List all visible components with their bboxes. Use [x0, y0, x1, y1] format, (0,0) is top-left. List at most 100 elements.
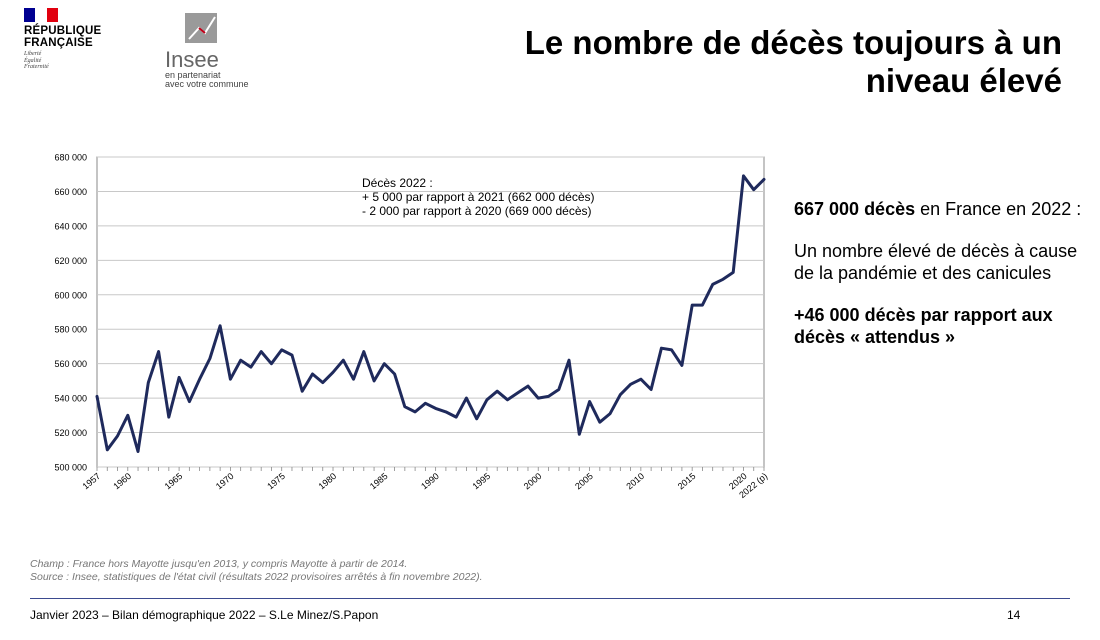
insee-subtitle: en partenariat avec votre commune	[165, 70, 249, 89]
data-point	[311, 372, 314, 376]
data-point	[732, 271, 735, 274]
y-tick-label: 640 000	[54, 221, 87, 231]
data-point	[290, 353, 294, 357]
x-tick-label: 1995	[470, 471, 492, 492]
y-tick-label: 560 000	[54, 359, 87, 369]
data-point	[454, 415, 458, 419]
data-point	[270, 362, 273, 365]
footer-divider	[30, 598, 1070, 599]
x-tick-label: 2005	[573, 471, 595, 492]
insee-logo: Insee en partenariat avec votre commune	[165, 12, 285, 89]
data-point	[516, 391, 519, 395]
data-point	[147, 381, 150, 384]
data-point	[116, 434, 119, 438]
source-note: Source : Insee, statistiques de l'état c…	[30, 571, 483, 583]
data-point	[629, 383, 632, 386]
footer-credits: Janvier 2023 – Bilan démographique 2022 …	[30, 608, 379, 622]
data-point	[578, 433, 581, 436]
finding-cause: Un nombre élevé de décès à cause de la p…	[794, 241, 1078, 283]
data-point	[762, 178, 766, 181]
data-point	[752, 188, 755, 191]
data-point	[239, 359, 242, 362]
data-point	[352, 377, 355, 381]
data-point	[475, 417, 478, 420]
data-point	[177, 376, 181, 379]
data-point	[434, 407, 437, 410]
data-point	[701, 303, 704, 307]
x-tick-label: 1970	[214, 471, 236, 492]
data-point	[403, 405, 407, 408]
y-tick-label: 620 000	[54, 256, 87, 266]
data-point	[126, 414, 129, 417]
data-point	[249, 365, 253, 369]
data-point	[485, 398, 489, 402]
data-point	[383, 362, 386, 365]
data-point	[188, 400, 191, 403]
x-tick-label: 1985	[368, 471, 390, 492]
annotation-line: - 2 000 par rapport à 2020 (669 000 décè…	[362, 204, 592, 218]
x-tick-label: 1960	[111, 471, 133, 492]
data-point	[444, 410, 448, 414]
data-point	[547, 395, 550, 398]
data-point	[393, 372, 396, 376]
y-tick-label: 600 000	[54, 290, 87, 300]
data-point	[229, 377, 232, 381]
data-point	[588, 400, 591, 403]
deaths-series-line	[95, 174, 766, 453]
y-tick-label: 580 000	[54, 325, 87, 335]
data-point	[506, 398, 509, 402]
data-point	[690, 303, 694, 307]
data-point	[721, 278, 725, 281]
insee-name: Insee	[165, 47, 219, 72]
data-point	[711, 283, 714, 286]
data-point	[136, 450, 140, 453]
data-point	[619, 393, 622, 396]
data-point	[649, 388, 653, 391]
data-point	[342, 359, 345, 362]
data-point	[280, 348, 283, 352]
data-point	[372, 379, 376, 383]
data-point	[208, 357, 212, 360]
chart-annotation: Décès 2022 : + 5 000 par rapport à 2021 …	[362, 176, 595, 218]
x-tick-label: 1990	[419, 471, 441, 492]
chart-notes: Champ : France hors Mayotte jusqu'en 201…	[30, 558, 483, 584]
data-point	[670, 348, 673, 352]
motto: Liberté Égalité Fraternité	[24, 51, 49, 70]
data-point	[424, 402, 427, 405]
republique-label: RÉPUBLIQUE FRANÇAISE	[24, 25, 102, 49]
data-point	[362, 350, 365, 353]
data-point	[198, 377, 201, 381]
annotation-line: + 5 000 par rapport à 2021 (662 000 décè…	[362, 190, 595, 204]
data-point	[526, 384, 530, 388]
annotation-title: Décès 2022 :	[362, 176, 433, 190]
flag-icon	[24, 8, 58, 22]
x-tick-label: 2015	[676, 471, 698, 492]
data-point	[167, 415, 171, 419]
x-tick-label: 2000	[522, 471, 544, 492]
data-point	[680, 364, 684, 367]
data-point	[742, 174, 745, 178]
data-point	[639, 377, 643, 381]
data-point	[321, 381, 324, 384]
x-tick-label: 1980	[317, 471, 339, 492]
y-tick-label: 660 000	[54, 187, 87, 197]
y-tick-label: 540 000	[54, 394, 87, 404]
page-title: Le nombre de décès toujours à un niveau …	[524, 24, 1062, 99]
data-point	[598, 421, 602, 424]
data-point	[660, 346, 663, 350]
finding-excess: +46 000 décès par rapport aux décès « at…	[794, 305, 1053, 347]
insee-mark-icon	[185, 13, 217, 43]
champ-note: Champ : France hors Mayotte jusqu'en 201…	[30, 558, 408, 570]
republique-francaise-logo: RÉPUBLIQUE FRANÇAISE Liberté Égalité Fra…	[24, 8, 144, 98]
x-tick-label: 2010	[624, 471, 646, 492]
data-point	[301, 390, 304, 393]
finding-total: 667 000 décès en France en 2022 :	[794, 199, 1082, 219]
y-tick-label: 500 000	[54, 463, 87, 473]
x-tick-label: 1957	[81, 471, 103, 492]
data-point	[465, 396, 468, 400]
data-point	[557, 388, 560, 391]
y-tick-label: 520 000	[54, 428, 87, 438]
data-point	[413, 410, 417, 414]
data-point	[95, 395, 99, 398]
